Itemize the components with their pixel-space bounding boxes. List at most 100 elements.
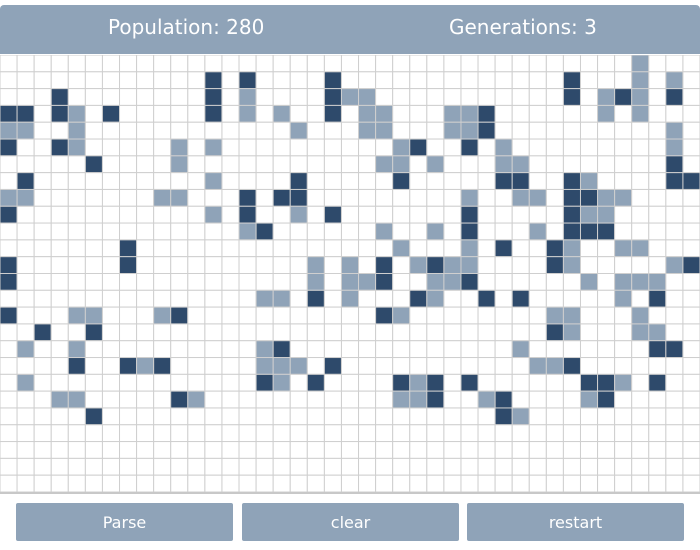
- grid-cell-empty[interactable]: [648, 390, 667, 409]
- grid-cell-recent[interactable]: [597, 88, 616, 106]
- grid-cell-empty[interactable]: [545, 155, 564, 174]
- grid-cell-empty[interactable]: [682, 407, 700, 426]
- grid-cell-empty[interactable]: [323, 407, 342, 426]
- grid-cell-empty[interactable]: [255, 407, 274, 426]
- grid-cell-empty[interactable]: [392, 273, 411, 291]
- grid-cell-empty[interactable]: [204, 239, 223, 258]
- grid-cell-empty[interactable]: [136, 138, 155, 157]
- restart-button[interactable]: restart: [467, 503, 684, 541]
- grid-cell-empty[interactable]: [340, 474, 360, 492]
- grid-cell-empty[interactable]: [187, 188, 206, 207]
- grid-cell-recent[interactable]: [597, 104, 616, 123]
- grid-cell-empty[interactable]: [460, 172, 479, 190]
- grid-cell-empty[interactable]: [614, 155, 633, 174]
- grid-cell-empty[interactable]: [477, 340, 496, 359]
- grid-cell-empty[interactable]: [323, 457, 342, 476]
- grid-cell-empty[interactable]: [528, 138, 547, 157]
- grid-cell-empty[interactable]: [323, 373, 342, 392]
- grid-cell-empty[interactable]: [665, 323, 684, 342]
- grid-cell-alive[interactable]: [426, 390, 445, 409]
- grid-cell-empty[interactable]: [340, 138, 360, 157]
- grid-cell-empty[interactable]: [221, 121, 240, 140]
- grid-cell-recent[interactable]: [67, 390, 86, 409]
- grid-cell-empty[interactable]: [409, 407, 428, 426]
- grid-cell-empty[interactable]: [33, 424, 52, 443]
- grid-cell-empty[interactable]: [648, 71, 667, 90]
- grid-cell-empty[interactable]: [443, 55, 462, 73]
- grid-cell-empty[interactable]: [255, 104, 274, 123]
- grid-cell-empty[interactable]: [443, 289, 462, 308]
- grid-cell-empty[interactable]: [255, 138, 274, 157]
- grid-cell-empty[interactable]: [579, 323, 599, 342]
- grid-cell-alive[interactable]: [84, 323, 103, 342]
- grid-cell-empty[interactable]: [511, 424, 530, 443]
- grid-cell-empty[interactable]: [477, 373, 496, 392]
- grid-cell-empty[interactable]: [306, 340, 325, 359]
- grid-cell-recent[interactable]: [358, 121, 377, 140]
- grid-cell-empty[interactable]: [443, 205, 462, 224]
- grid-cell-empty[interactable]: [477, 155, 496, 174]
- grid-cell-empty[interactable]: [101, 306, 121, 325]
- grid-cell-empty[interactable]: [204, 457, 223, 476]
- grid-cell-empty[interactable]: [511, 357, 530, 375]
- grid-cell-empty[interactable]: [375, 138, 394, 157]
- grid-cell-empty[interactable]: [545, 289, 564, 308]
- grid-cell-empty[interactable]: [511, 373, 530, 392]
- grid-cell-empty[interactable]: [682, 474, 700, 492]
- grid-cell-empty[interactable]: [358, 323, 377, 342]
- grid-cell-empty[interactable]: [648, 306, 667, 325]
- grid-cell-empty[interactable]: [101, 239, 121, 258]
- grid-cell-empty[interactable]: [426, 457, 445, 476]
- grid-cell-empty[interactable]: [614, 407, 633, 426]
- grid-cell-alive[interactable]: [289, 172, 308, 190]
- grid-cell-empty[interactable]: [665, 357, 684, 375]
- grid-cell-alive[interactable]: [665, 172, 684, 190]
- grid-cell-empty[interactable]: [33, 390, 52, 409]
- grid-cell-empty[interactable]: [255, 306, 274, 325]
- grid-cell-recent[interactable]: [358, 88, 377, 106]
- grid-cell-empty[interactable]: [323, 390, 342, 409]
- grid-cell-alive[interactable]: [272, 188, 291, 207]
- grid-cell-empty[interactable]: [494, 474, 513, 492]
- grid-cell-empty[interactable]: [648, 441, 667, 459]
- grid-cell-empty[interactable]: [153, 390, 172, 409]
- grid-cell-empty[interactable]: [119, 373, 138, 392]
- grid-cell-empty[interactable]: [682, 273, 700, 291]
- grid-cell-alive[interactable]: [494, 172, 513, 190]
- grid-cell-empty[interactable]: [323, 222, 342, 241]
- grid-cell-empty[interactable]: [409, 357, 428, 375]
- grid-cell-empty[interactable]: [67, 407, 86, 426]
- grid-cell-empty[interactable]: [392, 357, 411, 375]
- grid-cell-empty[interactable]: [0, 71, 18, 90]
- grid-cell-empty[interactable]: [272, 172, 291, 190]
- grid-cell-empty[interactable]: [170, 407, 189, 426]
- grid-cell-empty[interactable]: [375, 172, 394, 190]
- grid-cell-recent[interactable]: [511, 407, 530, 426]
- grid-cell-empty[interactable]: [443, 88, 462, 106]
- grid-cell-empty[interactable]: [631, 373, 650, 392]
- grid-cell-empty[interactable]: [340, 172, 360, 190]
- grid-cell-empty[interactable]: [306, 172, 325, 190]
- grid-cell-empty[interactable]: [204, 323, 223, 342]
- grid-cell-empty[interactable]: [682, 88, 700, 106]
- grid-cell-empty[interactable]: [272, 88, 291, 106]
- grid-cell-empty[interactable]: [460, 441, 479, 459]
- grid-cell-empty[interactable]: [477, 441, 496, 459]
- grid-cell-empty[interactable]: [614, 323, 633, 342]
- grid-cell-empty[interactable]: [545, 172, 564, 190]
- grid-cell-recent[interactable]: [460, 239, 479, 258]
- grid-cell-empty[interactable]: [665, 457, 684, 476]
- grid-cell-empty[interactable]: [84, 424, 103, 443]
- grid-cell-empty[interactable]: [170, 373, 189, 392]
- grid-cell-empty[interactable]: [579, 424, 599, 443]
- grid-cell-empty[interactable]: [597, 441, 616, 459]
- grid-cell-empty[interactable]: [392, 457, 411, 476]
- grid-cell-recent[interactable]: [443, 273, 462, 291]
- grid-cell-empty[interactable]: [101, 121, 121, 140]
- grid-cell-empty[interactable]: [84, 373, 103, 392]
- grid-cell-empty[interactable]: [204, 407, 223, 426]
- grid-cell-empty[interactable]: [221, 205, 240, 224]
- grid-cell-alive[interactable]: [0, 205, 18, 224]
- grid-cell-empty[interactable]: [136, 71, 155, 90]
- grid-cell-empty[interactable]: [631, 474, 650, 492]
